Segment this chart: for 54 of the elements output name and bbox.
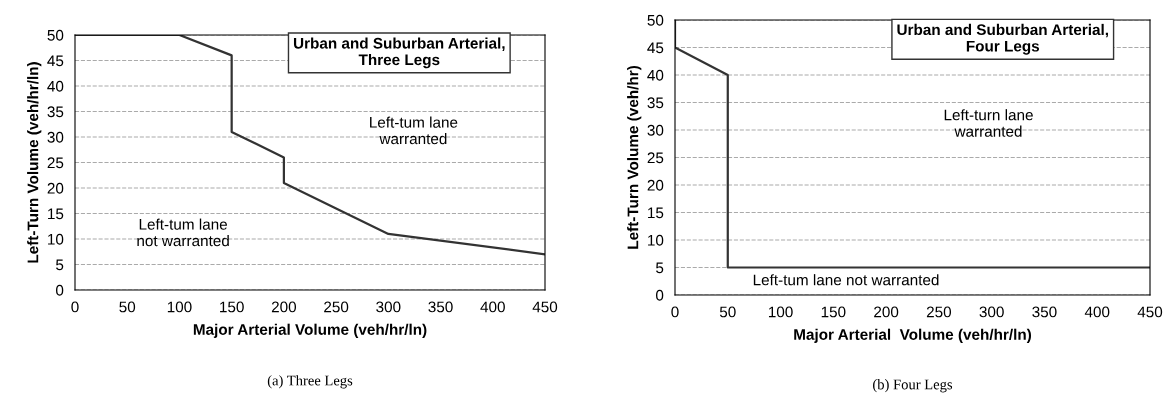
x-tick-label: 200 [271,301,297,313]
annotation: Left-turn lane warranted [944,109,1033,137]
y-tick-label: 50 [647,14,664,26]
y-tick-label: 45 [47,55,64,67]
x-tick-label: 100 [167,301,192,313]
x-tick-label: 400 [480,301,505,313]
x-tick-label: 350 [1032,306,1057,318]
y-tick-label: 30 [47,131,64,143]
x-tick-label: 50 [719,306,736,318]
y-tick-label: 35 [47,106,64,118]
x-tick-label: 150 [220,301,244,313]
x-tick-label: 100 [768,306,793,318]
y-tick-label: 10 [648,234,664,246]
x-tick-label: 350 [428,301,453,313]
y-tick-label: 45 [647,42,664,54]
x-tick-label: 0 [671,306,679,318]
y-tick-label: 15 [648,207,664,219]
x-axis-title: Major Arterial Volume (veh/hr/ln) [794,328,1032,343]
y-axis-title: Left-Turn Volume (veh/hr/ln) [27,62,42,263]
x-tick-label: 450 [532,301,558,313]
x-tick-label: 400 [1084,306,1110,318]
x-axis-title: Major Arterial Volume (veh/hr/ln) [193,323,427,338]
text: (a) Three Legs [267,375,353,389]
y-tick-label: 35 [647,97,664,109]
annotation: Urban and Suburban Arterial, Three Legs [293,37,505,69]
annotation: Left-tum lane warranted [370,116,458,145]
y-tick-label: 15 [48,208,64,220]
y-tick-label: 5 [56,259,64,271]
x-tick-label: 300 [979,306,1004,318]
x-tick-label: 0 [71,301,79,313]
annotation: Left-tum lane not warranted [137,218,229,247]
y-tick-label: 25 [47,157,64,169]
y-tick-label: 20 [647,179,664,191]
x-tick-label: 150 [821,306,846,318]
annotation: Left-tum lane not warranted [753,274,939,286]
y-tick-label: 50 [47,29,64,41]
y-tick-label: 30 [647,124,664,136]
y-tick-label: 0 [55,284,64,296]
y-tick-label: 5 [656,262,664,274]
x-tick-label: 300 [376,301,401,313]
y-axis-title: Left-Turn Volume (veh/hr) [627,66,642,249]
x-tick-label: 200 [874,306,899,318]
x-tick-label: 50 [119,301,136,313]
y-tick-label: 40 [47,80,64,92]
y-tick-label: 40 [647,69,664,81]
y-tick-label: 25 [647,152,664,164]
y-tick-label: 0 [655,289,664,301]
y-tick-label: 20 [47,182,64,194]
y-tick-label: 10 [48,233,64,245]
x-tick-label: 250 [926,306,952,318]
annotation: Urban and Suburban Arterial, Four Legs [897,23,1108,55]
x-tick-label: 450 [1137,306,1163,318]
x-tick-label: 250 [324,301,349,313]
text: (b) Four Legs [873,379,953,393]
